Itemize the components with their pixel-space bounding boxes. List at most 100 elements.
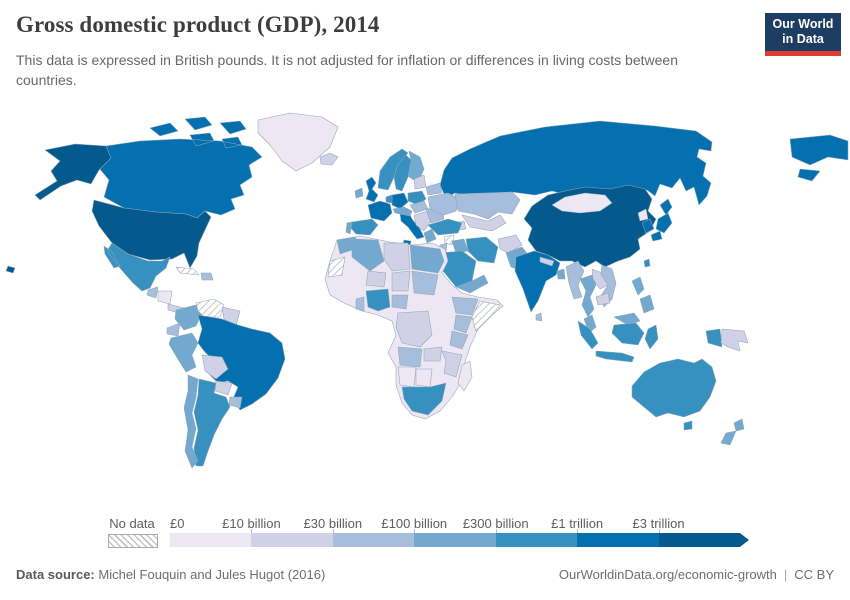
region-chad[interactable]: Chad	[391, 270, 411, 292]
region-dr-congo[interactable]: Democratic Republic of Congo	[395, 310, 433, 348]
region-philippines[interactable]: Philippines	[631, 276, 655, 314]
legend-bin-segment-5[interactable]	[577, 533, 660, 547]
no-data-label: No data	[109, 516, 155, 531]
region-hispaniola[interactable]: Haiti & Dominican Republic	[200, 272, 214, 281]
legend-bin-segment-6[interactable]	[658, 533, 749, 547]
region-iceland[interactable]: Iceland	[319, 152, 339, 166]
region-australia[interactable]: Australia	[631, 358, 717, 431]
region-mongolia[interactable]: Mongolia	[551, 192, 613, 214]
region-botswana[interactable]: Botswana	[415, 368, 433, 388]
legend-tick-label-0: £0	[170, 516, 185, 531]
region-ghana[interactable]: Ghana	[355, 296, 365, 312]
region-norway[interactable]: Norway	[377, 148, 409, 191]
region-cuba[interactable]: Cuba	[175, 266, 200, 276]
region-yemen-oman[interactable]: Yemen & Oman	[455, 274, 489, 294]
region-mozambique-zimbabwe[interactable]: Mozambique & Zimbabwe	[441, 350, 463, 378]
region-venezuela[interactable]: Venezuela	[195, 298, 225, 318]
owid-logo[interactable]: Our World in Data	[765, 13, 841, 56]
region-greenland[interactable]: Greenland	[257, 112, 339, 172]
legend-bin-segment-4[interactable]	[495, 533, 578, 547]
region-south-africa[interactable]: South Africa	[401, 382, 447, 416]
region-sri-lanka[interactable]: Sri Lanka	[535, 312, 543, 322]
region-new-zealand[interactable]: New Zealand	[720, 418, 745, 446]
region-cameroon[interactable]: Cameroon	[391, 294, 409, 310]
region-iran[interactable]: Iran	[465, 236, 499, 264]
region-papua-new-guinea[interactable]: Papua New Guinea	[720, 328, 749, 352]
region-ethiopia[interactable]: Ethiopia	[451, 296, 479, 316]
region-north-korea[interactable]: North Korea	[637, 208, 649, 222]
region-guatemala[interactable]: Guatemala	[146, 286, 159, 299]
region-nigeria[interactable]: Nigeria	[365, 288, 391, 312]
legend-bin-segment-1[interactable]	[251, 533, 334, 547]
region-niger[interactable]: Niger	[365, 270, 387, 288]
region-paraguay[interactable]: Paraguay	[214, 380, 233, 396]
region-united-kingdom[interactable]: United Kingdom	[365, 176, 379, 203]
region-kazakhstan[interactable]: Kazakhstan	[454, 191, 521, 220]
region-canada[interactable]: Canada	[98, 116, 263, 219]
region-mexico[interactable]: Mexico	[103, 242, 171, 292]
region-myanmar[interactable]: Myanmar	[565, 260, 585, 300]
legend-tick-label-2: £30 billion	[303, 516, 363, 531]
region-russia[interactable]: Russia	[439, 120, 849, 206]
region-brazil[interactable]: Brazil	[197, 314, 286, 411]
region-sudan[interactable]: Sudan	[411, 270, 439, 296]
region-zambia[interactable]: Zambia	[423, 346, 443, 362]
owid-link[interactable]: OurWorldinData.org/economic-growth	[558, 567, 777, 582]
region-thailand[interactable]: Thailand	[579, 274, 597, 318]
region-india[interactable]: India	[514, 250, 561, 313]
legend-bin-segment-0[interactable]	[170, 533, 252, 547]
region-central-asia[interactable]: Uzbekistan & Turkmenistan	[461, 214, 507, 232]
region-peru[interactable]: Peru	[168, 332, 199, 373]
page-title: Gross domestic product (GDP), 2014	[16, 12, 380, 37]
region-somalia[interactable]: Somalia	[471, 300, 501, 332]
region-syria[interactable]: Syria	[443, 234, 455, 246]
region-ukraine[interactable]: Ukraine	[427, 192, 461, 216]
region-switzerland-austria[interactable]: Switzerland & Austria	[392, 206, 413, 217]
region-afghanistan[interactable]: Afghanistan	[497, 234, 523, 254]
region-uruguay[interactable]: Uruguay	[228, 396, 243, 409]
legend-tick-label-4: £300 billion	[462, 516, 529, 531]
region-laos[interactable]: Laos	[591, 268, 609, 290]
region-spain[interactable]: Spain	[349, 218, 379, 236]
region-japan[interactable]: Japan	[650, 198, 673, 242]
region-belarus[interactable]: Belarus	[425, 182, 443, 196]
region-france[interactable]: France	[367, 200, 393, 222]
legend-color-bar: £0 £10 billion £30 billion £100 billion £300…	[170, 512, 770, 554]
region-portugal[interactable]: Portugal	[345, 221, 353, 235]
no-data-swatch[interactable]	[108, 534, 158, 548]
region-colombia[interactable]: Colombia	[174, 304, 203, 331]
legend-tick-mark	[251, 529, 253, 533]
legend-bin-segment-2[interactable]	[332, 533, 415, 547]
region-benelux[interactable]: Netherlands & Belgium	[385, 194, 393, 204]
region-kenya[interactable]: Kenya	[453, 314, 473, 334]
region-argentina[interactable]: Argentina	[193, 378, 231, 467]
region-iraq[interactable]: Iraq	[451, 238, 469, 254]
region-nepal[interactable]: Nepal	[539, 256, 555, 267]
region-bolivia[interactable]: Bolivia	[201, 354, 229, 380]
region-libya[interactable]: Libya	[383, 242, 411, 272]
region-algeria[interactable]: Algeria	[351, 238, 385, 272]
region-bangladesh[interactable]: Bangladesh	[556, 268, 566, 280]
map-legend: No data £0 £10 billion £30 billion £100 bil…	[0, 512, 850, 554]
region-taiwan[interactable]: Taiwan	[643, 258, 651, 268]
region-balkans[interactable]: Balkans	[413, 210, 432, 232]
region-angola[interactable]: Angola	[397, 346, 423, 368]
legend-bin-segment-3[interactable]	[414, 533, 497, 547]
footer-separator: |	[783, 567, 788, 582]
region-ecuador[interactable]: Ecuador	[166, 322, 181, 337]
region-greece[interactable]: Greece	[423, 228, 437, 244]
region-turkey[interactable]: Turkey	[427, 218, 463, 236]
region-western-sahara[interactable]: Western Sahara	[327, 256, 346, 278]
region-cambodia[interactable]: Cambodia	[595, 292, 611, 306]
region-ireland[interactable]: Ireland	[354, 187, 364, 199]
region-namibia[interactable]: Namibia	[397, 366, 417, 388]
region-germany[interactable]: Germany	[391, 192, 409, 210]
region-indonesia[interactable]: Indonesia	[577, 320, 723, 363]
region-madagascar[interactable]: Madagascar	[457, 360, 473, 392]
region-tanzania[interactable]: Tanzania	[449, 330, 469, 350]
region-honduras-nicaragua[interactable]: Honduras & Nicaragua	[157, 290, 173, 305]
region-egypt[interactable]: Egypt	[409, 244, 445, 274]
region-south-korea[interactable]: South Korea	[641, 218, 655, 234]
region-chile[interactable]: Chile	[183, 374, 199, 469]
